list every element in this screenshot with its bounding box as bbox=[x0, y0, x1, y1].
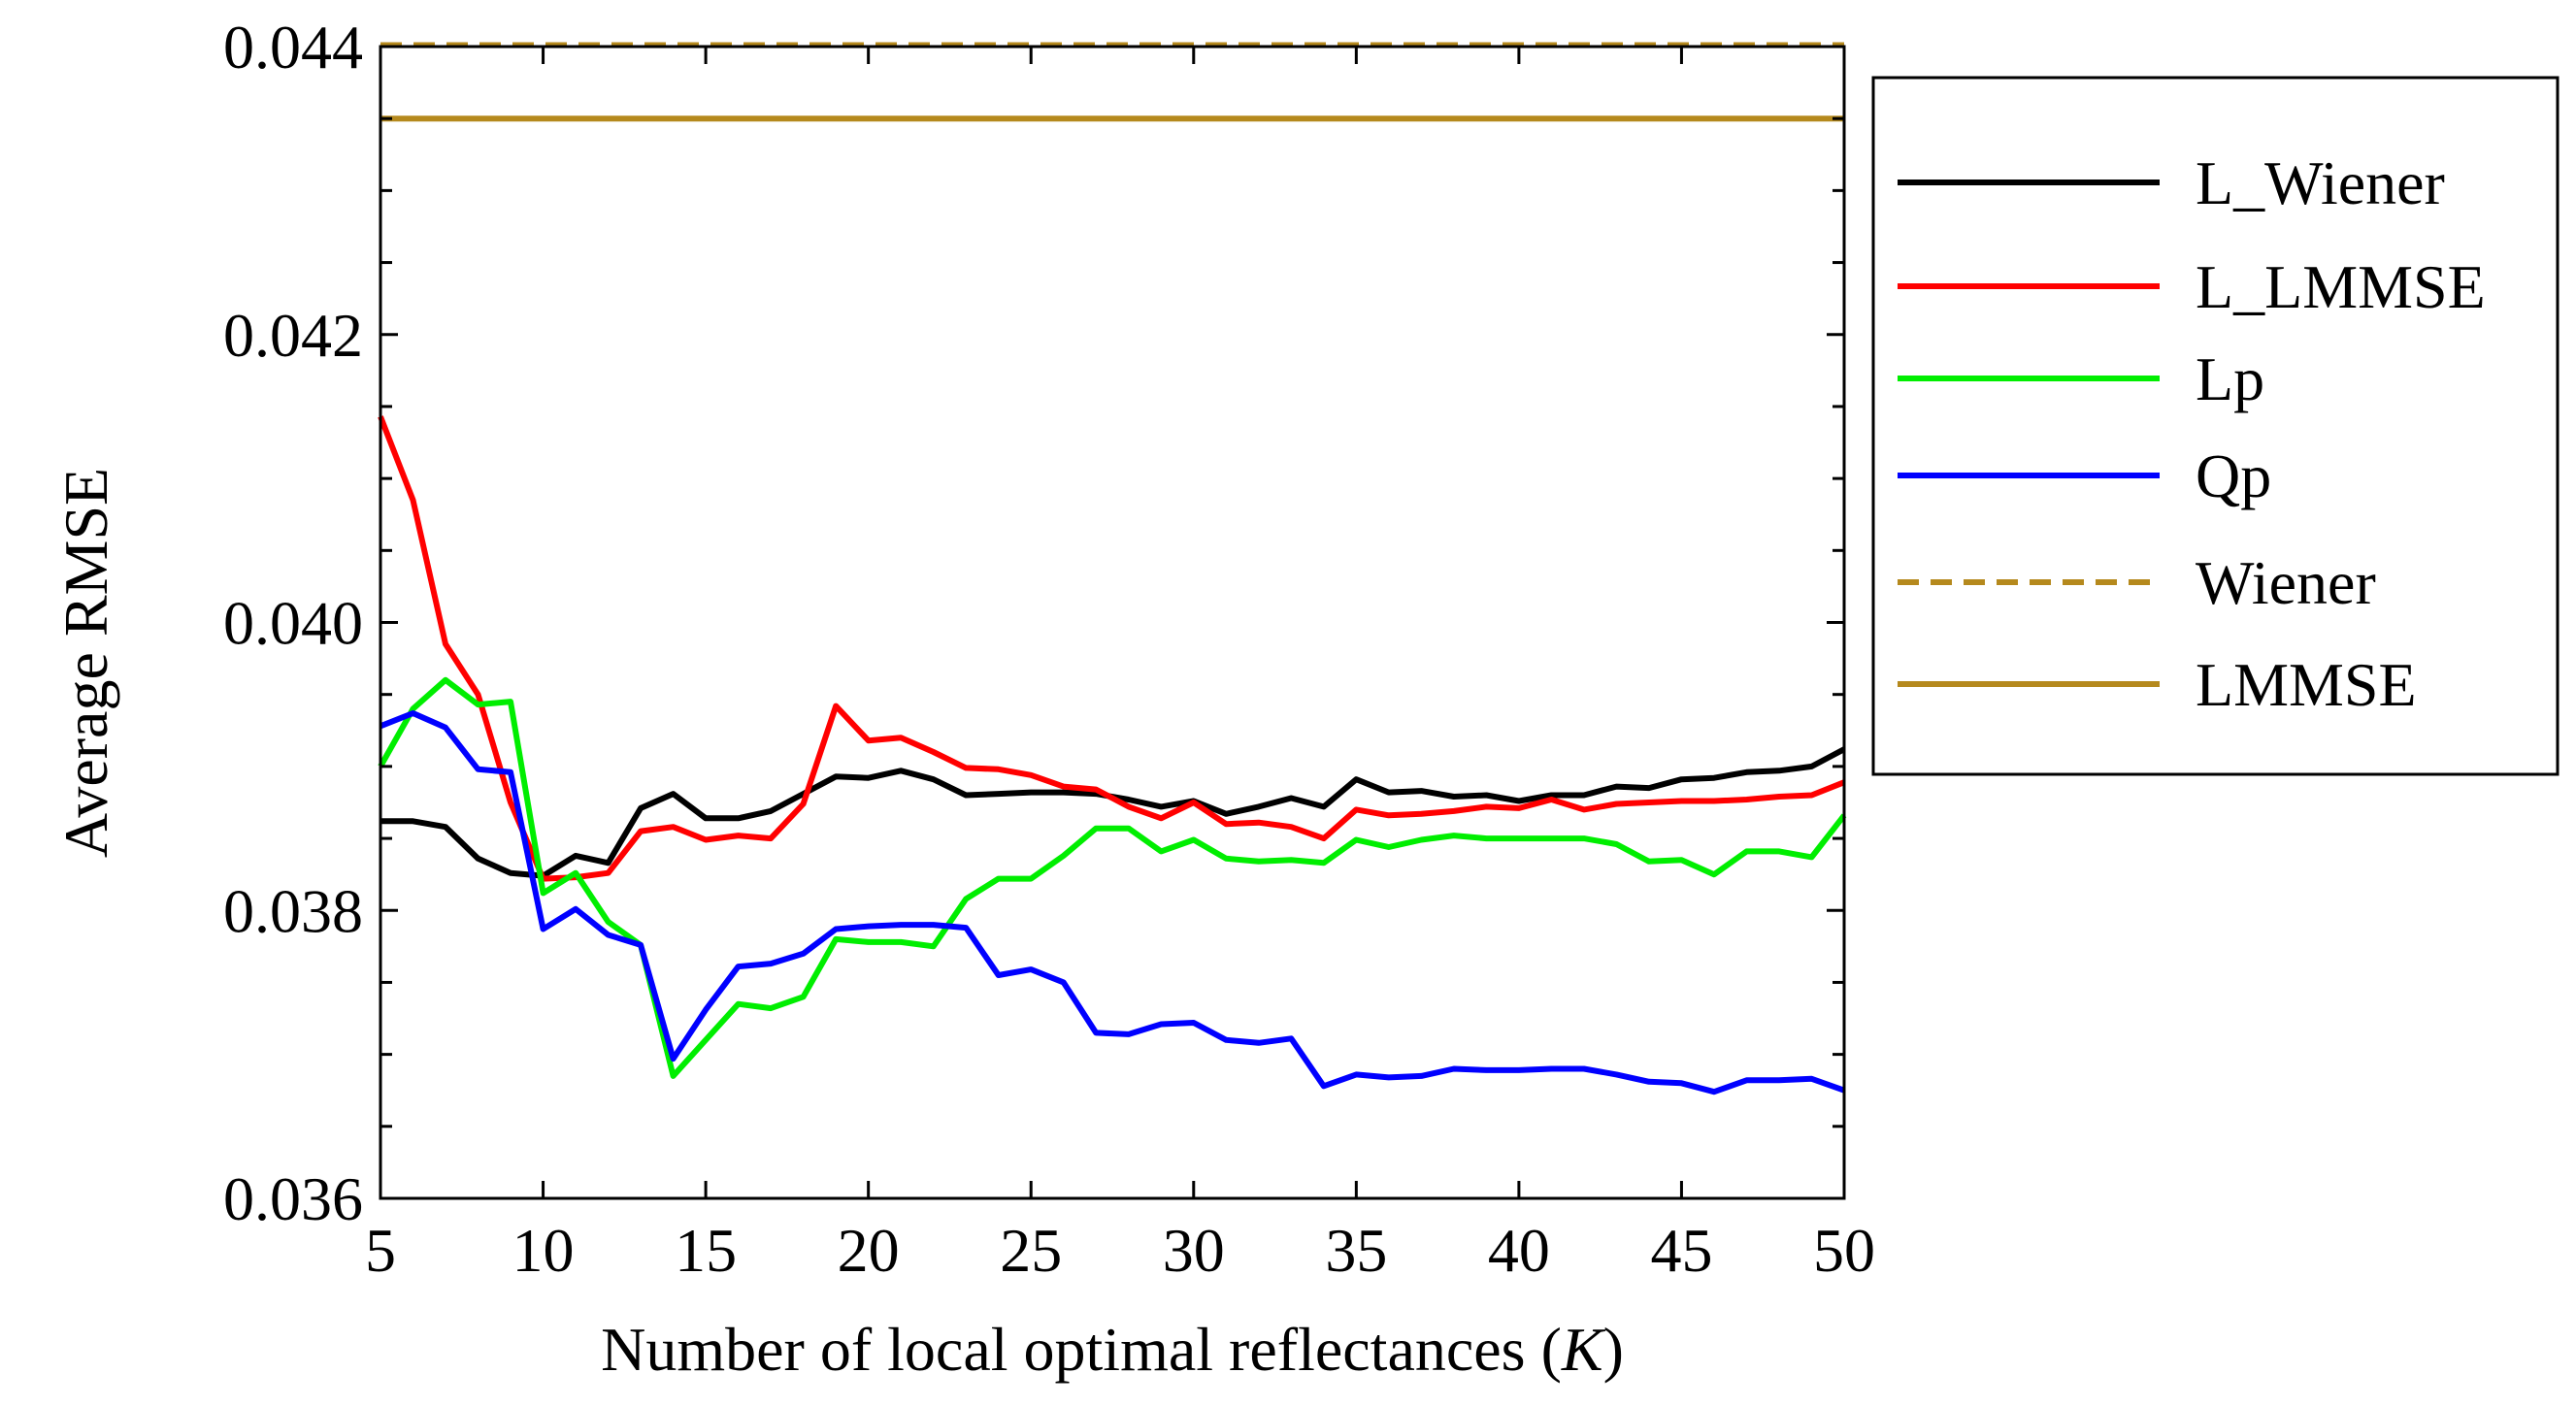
x-tick-label: 45 bbox=[1650, 1216, 1712, 1285]
x-tick-label: 30 bbox=[1163, 1216, 1225, 1285]
y-tick-labels: 0.036 0.038 0.040 0.042 0.044 bbox=[223, 13, 363, 1233]
x-tick-label: 5 bbox=[365, 1216, 396, 1285]
x-tick-label: 20 bbox=[838, 1216, 900, 1285]
x-tick-label: 40 bbox=[1488, 1216, 1550, 1285]
y-tick-label: 0.038 bbox=[223, 876, 363, 945]
y-axis-title: Average RMSE bbox=[51, 468, 120, 858]
x-axis-title: Number of local optimal reflectances (K) bbox=[601, 1315, 1624, 1384]
x-tick-label: 25 bbox=[1000, 1216, 1062, 1285]
series-line-l-lmmse bbox=[378, 415, 1846, 882]
legend-box bbox=[1871, 76, 2559, 776]
plot-frame bbox=[379, 45, 1846, 1200]
y-tick-label: 0.042 bbox=[223, 301, 363, 370]
legend-label-l-wiener: L_Wiener bbox=[2196, 148, 2445, 217]
series-line-qp bbox=[379, 710, 1846, 1095]
legend: L_Wiener L_LMMSE Lp Qp Wiener LMMSE bbox=[1898, 148, 2486, 719]
y-tick-label: 0.040 bbox=[223, 589, 363, 658]
y-tick-label: 0.044 bbox=[223, 13, 363, 82]
x-tick-label: 35 bbox=[1325, 1216, 1387, 1285]
legend-label-l-lmmse: L_LMMSE bbox=[2196, 252, 2486, 321]
series-line-lp bbox=[378, 676, 1847, 1079]
x-tick-label: 15 bbox=[675, 1216, 737, 1285]
legend-label-lmmse: LMMSE bbox=[2196, 650, 2417, 719]
legend-label-lp: Lp bbox=[2196, 344, 2264, 413]
y-tick-label: 0.036 bbox=[223, 1164, 363, 1233]
x-tick-label: 10 bbox=[512, 1216, 575, 1285]
x-tick-labels: 5 10 15 20 25 30 35 40 45 50 bbox=[365, 1216, 1875, 1285]
legend-label-wiener: Wiener bbox=[2196, 548, 2376, 617]
x-tick-label: 50 bbox=[1813, 1216, 1875, 1285]
plot-area bbox=[380, 47, 1844, 1198]
legend-label-qp: Qp bbox=[2196, 441, 2271, 510]
